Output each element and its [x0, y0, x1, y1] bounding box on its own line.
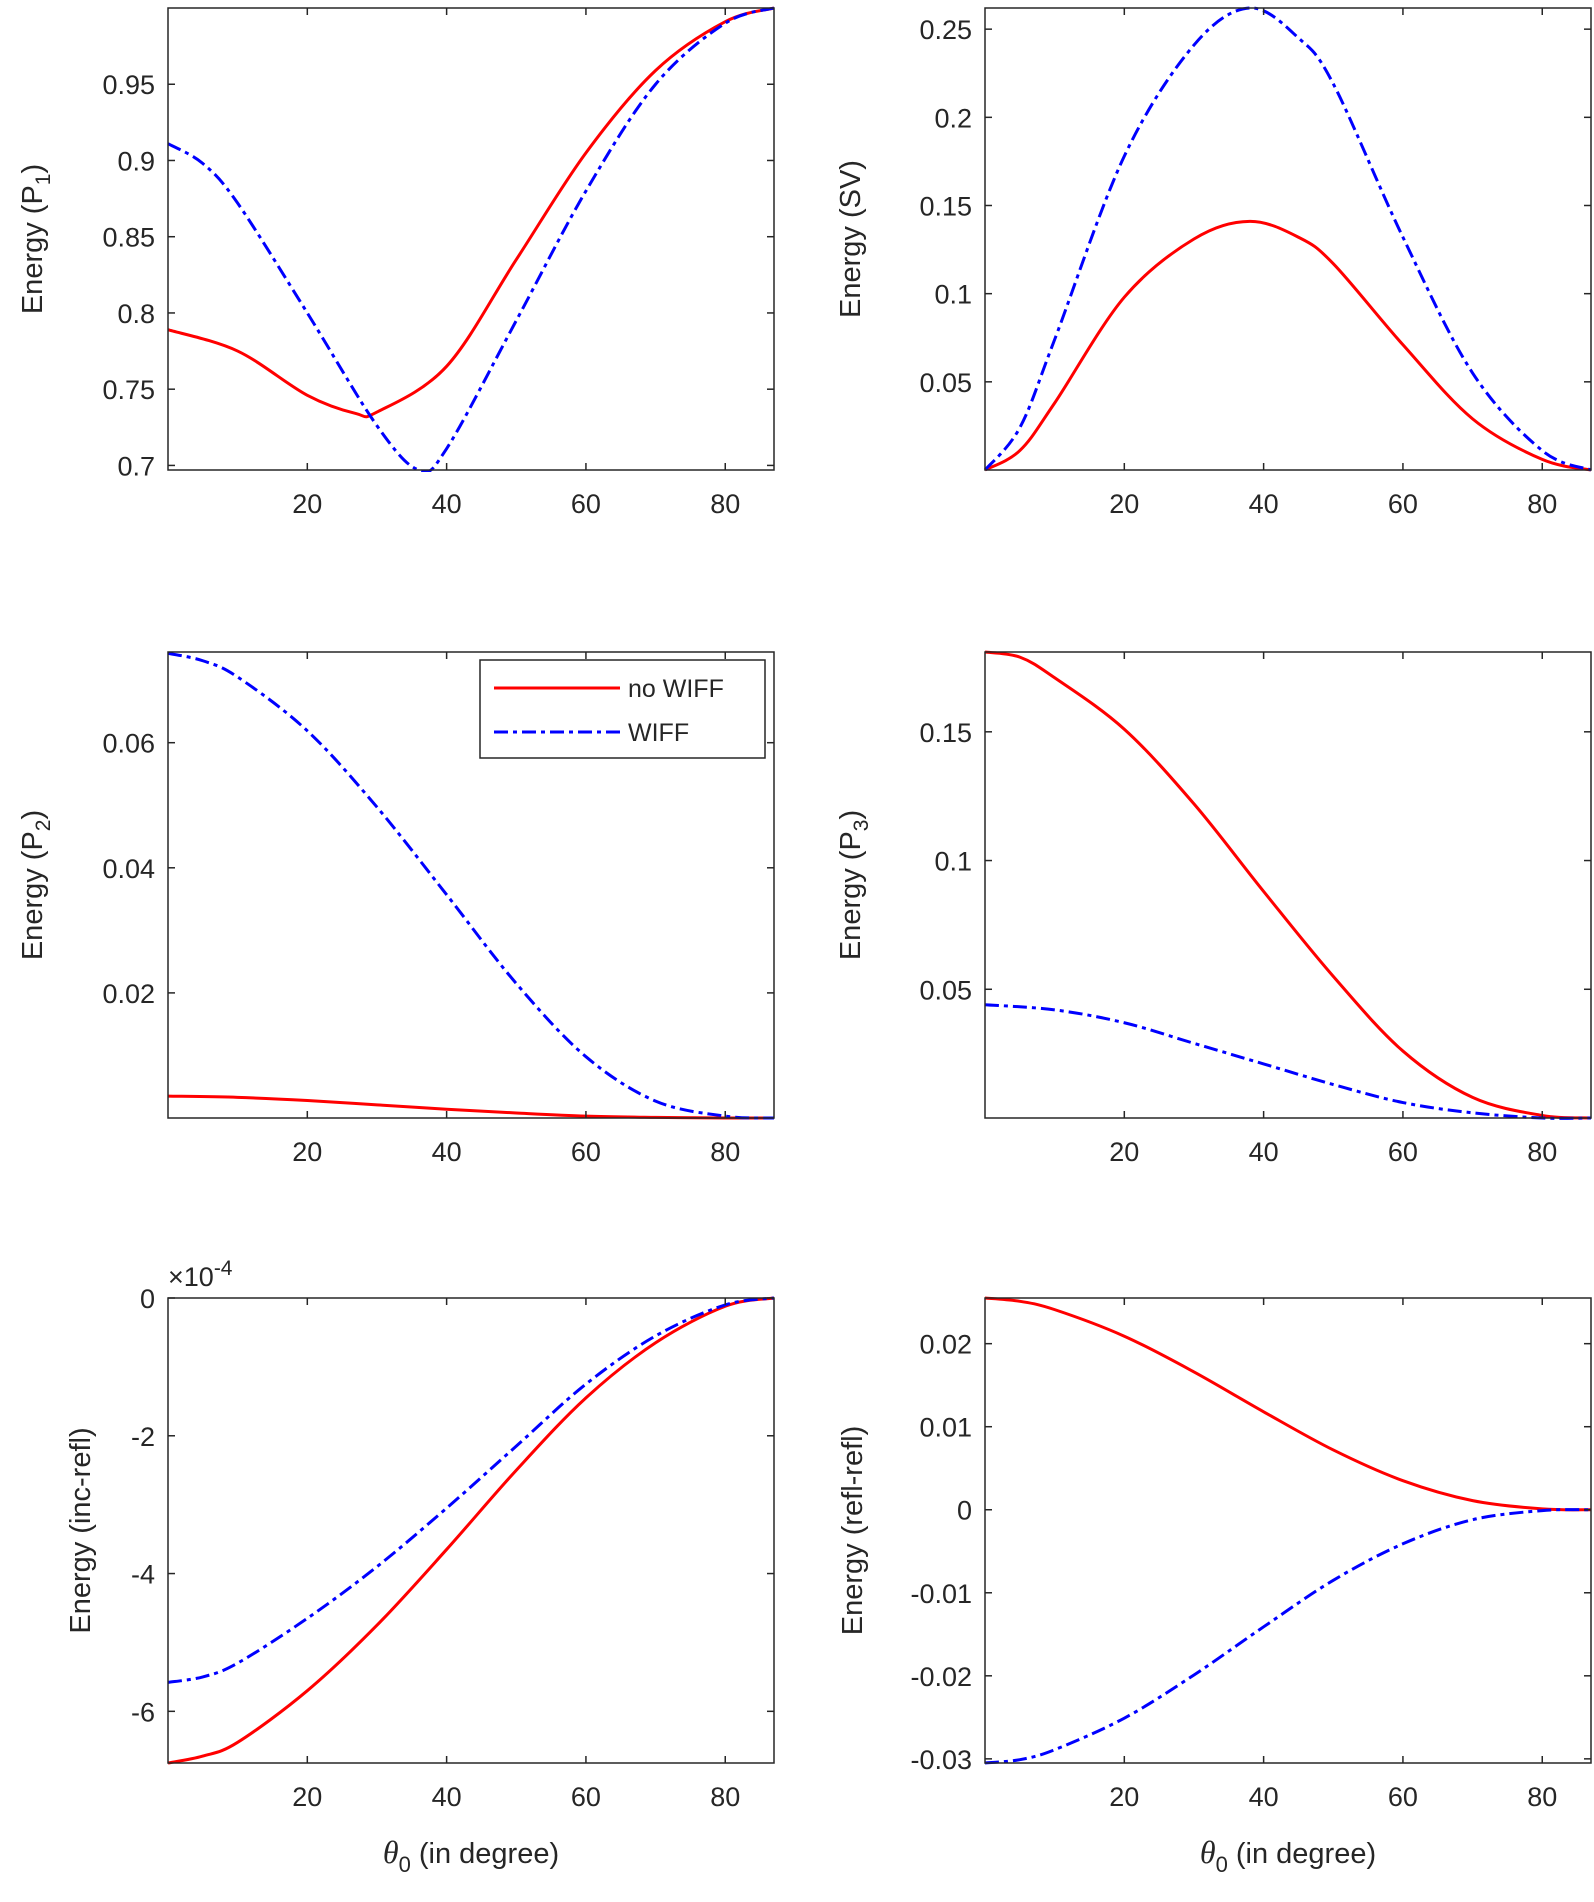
x-tick-label: 20	[292, 1782, 322, 1812]
y-tick-label: 0.15	[919, 718, 972, 748]
y-tick-label: 0.01	[919, 1413, 972, 1443]
y-tick-label: 0.25	[919, 15, 972, 45]
y-tick-label: 0.9	[117, 146, 155, 176]
series-line-wiff	[984, 6, 1592, 472]
series-line-no-wiff	[984, 650, 1592, 1120]
y-tick-label: 0.04	[102, 854, 155, 884]
y-tick-label: 0.02	[919, 1330, 972, 1360]
y-tick-label: -0.01	[910, 1579, 972, 1609]
series-line-wiff	[167, 6, 775, 472]
legend: no WIFF WIFF	[479, 659, 766, 759]
x-axis-label: θ0 (in degree)	[1200, 1834, 1376, 1877]
x-tick-label: 40	[1249, 489, 1279, 519]
x-tick-label: 20	[1109, 1137, 1139, 1167]
subplot-inc-refl: 20 40 60 80 -6 -4 -2 0 Energy (inc-refl) θ0 (in d…	[65, 1257, 775, 1877]
y-axis-label: Energy (SV)	[835, 160, 867, 318]
x-tick-label: 40	[432, 1782, 462, 1812]
axes-box	[167, 7, 775, 471]
series-group	[984, 6, 1592, 472]
x-tick-label: 80	[1527, 1782, 1557, 1812]
y-tick-label: -2	[131, 1422, 155, 1452]
y-tick-label: -0.03	[910, 1745, 972, 1775]
series-line-no-wiff	[167, 6, 775, 419]
series-line-wiff	[984, 1508, 1592, 1765]
legend-label: WIFF	[628, 719, 689, 747]
series-line-no-wiff	[167, 1296, 775, 1765]
series-group	[984, 1296, 1592, 1765]
series-line-wiff	[167, 651, 775, 1120]
y-axis-label: Energy (P3)	[835, 810, 873, 960]
y-tick-label: 0.06	[102, 729, 155, 759]
subplot-refl-refl: 20 40 60 80 -0.03 -0.02 -0.01 0 0.01 0.02 Energy (…	[837, 1296, 1592, 1877]
y-axis-label: Energy (inc-refl)	[65, 1427, 97, 1633]
x-tick-label: 80	[1527, 1137, 1557, 1167]
y-tick-label: 0.8	[117, 299, 155, 329]
y-tick-label: -6	[131, 1697, 155, 1727]
x-tick-label: 80	[710, 1137, 740, 1167]
y-axis-label: Energy (refl-refl)	[837, 1426, 869, 1636]
series-group	[167, 1296, 775, 1765]
y-tick-label: 0.95	[102, 70, 155, 100]
x-tick-label: 20	[1109, 489, 1139, 519]
subplot-sv: 20 40 60 80 0.05 0.1 0.15 0.2 0.25 Energy (SV)	[835, 6, 1592, 519]
x-tick-label: 60	[571, 489, 601, 519]
x-tick-label: 60	[571, 1137, 601, 1167]
series-line-wiff	[984, 1003, 1592, 1120]
axes-box	[984, 651, 1592, 1119]
subplot-p2: 20 40 60 80 0.02 0.04 0.06 Energy (P2) no WIFF WI…	[17, 651, 775, 1167]
x-tick-label: 20	[292, 489, 322, 519]
y-tick-label: 0.7	[117, 451, 155, 481]
y-tick-label: 0.75	[102, 375, 155, 405]
series-line-no-wiff	[167, 1094, 775, 1120]
series-line-no-wiff	[984, 219, 1592, 472]
y-tick-label: 0.85	[102, 223, 155, 253]
subplot-p3: 20 40 60 80 0.05 0.1 0.15 Energy (P3)	[835, 650, 1592, 1167]
exponent-label: ×10-4	[168, 1257, 233, 1292]
y-tick-label: 0.05	[919, 368, 972, 398]
y-tick-label: -4	[131, 1560, 155, 1590]
y-tick-label: 0.2	[934, 103, 972, 133]
x-tick-label: 40	[1249, 1782, 1279, 1812]
legend-label: no WIFF	[628, 675, 724, 703]
y-tick-label: 0.02	[102, 979, 155, 1009]
legend-box	[479, 659, 766, 759]
x-tick-label: 40	[1249, 1137, 1279, 1167]
y-tick-label: 0	[957, 1496, 972, 1526]
subplot-p1: 20 40 60 80 0.7 0.75 0.8 0.85 0.9 0.95 Energy (P1)	[17, 6, 775, 519]
x-tick-label: 80	[710, 489, 740, 519]
x-tick-label: 80	[710, 1782, 740, 1812]
y-tick-label: 0.15	[919, 191, 972, 221]
series-line-wiff	[167, 1296, 775, 1684]
y-tick-label: 0.05	[919, 975, 972, 1005]
series-group	[984, 650, 1592, 1120]
series-group	[167, 6, 775, 472]
x-tick-label: 40	[432, 1137, 462, 1167]
axes-box	[984, 7, 1592, 471]
x-tick-label: 20	[292, 1137, 322, 1167]
y-tick-label: 0.1	[934, 280, 972, 310]
y-tick-label: -0.02	[910, 1662, 972, 1692]
axes-box	[984, 1297, 1592, 1764]
y-axis-label: Energy (P2)	[17, 810, 55, 960]
x-tick-label: 60	[1388, 1782, 1418, 1812]
axes-box	[167, 651, 775, 1119]
series-line-no-wiff	[984, 1296, 1592, 1512]
axes-box	[167, 1297, 775, 1764]
x-tick-label: 60	[1388, 489, 1418, 519]
y-tick-label: 0.1	[934, 847, 972, 877]
x-tick-label: 40	[432, 489, 462, 519]
y-axis-label: Energy (P1)	[17, 164, 55, 314]
x-tick-label: 60	[1388, 1137, 1418, 1167]
y-tick-label: 0	[140, 1284, 155, 1314]
x-tick-label: 60	[571, 1782, 601, 1812]
x-tick-label: 20	[1109, 1782, 1139, 1812]
x-axis-label: θ0 (in degree)	[383, 1834, 559, 1877]
x-tick-label: 80	[1527, 489, 1557, 519]
